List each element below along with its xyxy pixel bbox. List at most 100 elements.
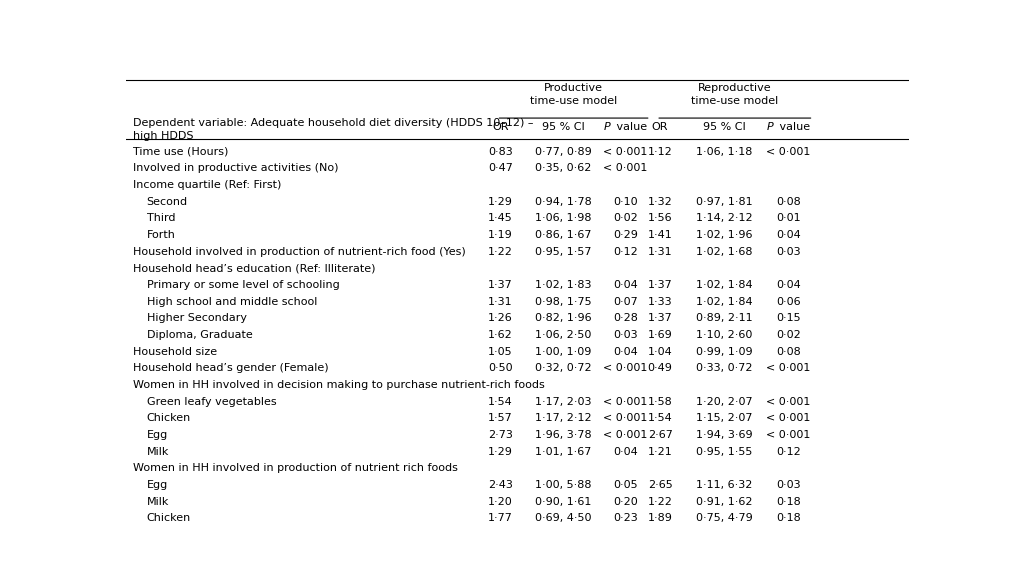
- Text: 1·54: 1·54: [488, 397, 513, 406]
- Text: 0·82, 1·96: 0·82, 1·96: [534, 313, 591, 323]
- Text: 0·04: 0·04: [613, 280, 638, 290]
- Text: 1·11, 6·32: 1·11, 6·32: [696, 480, 752, 490]
- Text: 1·58: 1·58: [647, 397, 673, 406]
- Text: 1·21: 1·21: [647, 447, 673, 456]
- Text: < 0·001: < 0·001: [767, 147, 811, 157]
- Text: value: value: [776, 123, 810, 133]
- Text: Chicken: Chicken: [146, 513, 191, 523]
- Text: 0·99, 1·09: 0·99, 1·09: [696, 347, 752, 356]
- Text: 0·10: 0·10: [613, 197, 638, 207]
- Text: 0·28: 0·28: [613, 313, 638, 323]
- Text: 1·06, 1·98: 1·06, 1·98: [534, 213, 591, 223]
- Text: 0·83: 0·83: [488, 147, 513, 157]
- Text: OR: OR: [492, 123, 509, 133]
- Text: 1·32: 1·32: [647, 197, 673, 207]
- Text: Diploma, Graduate: Diploma, Graduate: [146, 330, 252, 340]
- Text: 1·62: 1·62: [488, 330, 513, 340]
- Text: Third: Third: [146, 213, 175, 223]
- Text: 1·31: 1·31: [488, 297, 513, 307]
- Text: 1·02, 1·96: 1·02, 1·96: [696, 230, 752, 240]
- Text: 1·31: 1·31: [647, 247, 673, 257]
- Text: 2·73: 2·73: [488, 430, 513, 440]
- Text: 1·15, 2·07: 1·15, 2·07: [696, 413, 752, 423]
- Text: 0·03: 0·03: [776, 247, 801, 257]
- Text: 1·00, 5·88: 1·00, 5·88: [534, 480, 591, 490]
- Text: Household size: Household size: [132, 347, 216, 356]
- Text: Second: Second: [146, 197, 188, 207]
- Text: 0·33, 0·72: 0·33, 0·72: [696, 363, 752, 373]
- Text: < 0·001: < 0·001: [603, 164, 647, 173]
- Text: 1·69: 1·69: [647, 330, 673, 340]
- Text: 1·77: 1·77: [488, 513, 513, 523]
- Text: 1·26: 1·26: [488, 313, 513, 323]
- Text: 1·57: 1·57: [488, 413, 513, 423]
- Text: 1·04: 1·04: [647, 347, 673, 356]
- Text: 0·02: 0·02: [776, 330, 801, 340]
- Text: < 0·001: < 0·001: [767, 363, 811, 373]
- Text: 0·03: 0·03: [776, 480, 801, 490]
- Text: 1·37: 1·37: [488, 280, 513, 290]
- Text: < 0·001: < 0·001: [603, 430, 647, 440]
- Text: Milk: Milk: [146, 496, 169, 506]
- Text: 0·89, 2·11: 0·89, 2·11: [696, 313, 752, 323]
- Text: 0·50: 0·50: [488, 363, 513, 373]
- Text: 1·41: 1·41: [647, 230, 673, 240]
- Text: 0·98, 1·75: 0·98, 1·75: [534, 297, 591, 307]
- Text: P: P: [604, 123, 610, 133]
- Text: 1·12: 1·12: [647, 147, 673, 157]
- Text: 1·02, 1·83: 1·02, 1·83: [534, 280, 591, 290]
- Text: Income quartile (Ref: First): Income quartile (Ref: First): [132, 180, 281, 190]
- Text: 0·86, 1·67: 0·86, 1·67: [534, 230, 591, 240]
- Text: 1·17, 2·12: 1·17, 2·12: [534, 413, 591, 423]
- Text: 1·29: 1·29: [488, 197, 513, 207]
- Text: 0·02: 0·02: [613, 213, 638, 223]
- Text: 1·10, 2·60: 1·10, 2·60: [696, 330, 752, 340]
- Text: 0·90, 1·61: 0·90, 1·61: [535, 496, 591, 506]
- Text: 1·19: 1·19: [488, 230, 513, 240]
- Text: 0·69, 4·50: 0·69, 4·50: [534, 513, 591, 523]
- Text: 0·04: 0·04: [776, 230, 801, 240]
- Text: 0·97, 1·81: 0·97, 1·81: [696, 197, 752, 207]
- Text: 0·20: 0·20: [613, 496, 638, 506]
- Text: High school and middle school: High school and middle school: [146, 297, 317, 307]
- Text: 0·29: 0·29: [613, 230, 638, 240]
- Text: 1·96, 3·78: 1·96, 3·78: [534, 430, 591, 440]
- Text: 0·94, 1·78: 0·94, 1·78: [534, 197, 592, 207]
- Text: 1·94, 3·69: 1·94, 3·69: [696, 430, 752, 440]
- Text: 2·65: 2·65: [647, 480, 673, 490]
- Text: 1·33: 1·33: [647, 297, 673, 307]
- Text: OR: OR: [651, 123, 669, 133]
- Text: 1·56: 1·56: [647, 213, 673, 223]
- Text: 0·18: 0·18: [776, 513, 801, 523]
- Text: Higher Secondary: Higher Secondary: [146, 313, 246, 323]
- Text: 1·02, 1·84: 1·02, 1·84: [696, 280, 752, 290]
- Text: 0·04: 0·04: [776, 280, 801, 290]
- Text: 1·29: 1·29: [488, 447, 513, 456]
- Text: 1·06, 1·18: 1·06, 1·18: [696, 147, 752, 157]
- Text: 0·75, 4·79: 0·75, 4·79: [696, 513, 752, 523]
- Text: 1·45: 1·45: [488, 213, 513, 223]
- Text: Household head’s education (Ref: Illiterate): Household head’s education (Ref: Illiter…: [132, 263, 375, 273]
- Text: 1·37: 1·37: [647, 313, 673, 323]
- Text: Primary or some level of schooling: Primary or some level of schooling: [146, 280, 339, 290]
- Text: 1·20: 1·20: [488, 496, 513, 506]
- Text: 1·22: 1·22: [488, 247, 513, 257]
- Text: Egg: Egg: [146, 480, 168, 490]
- Text: 1·17, 2·03: 1·17, 2·03: [534, 397, 591, 406]
- Text: 0·35, 0·62: 0·35, 0·62: [535, 164, 591, 173]
- Text: Milk: Milk: [146, 447, 169, 456]
- Text: < 0·001: < 0·001: [603, 397, 647, 406]
- Text: < 0·001: < 0·001: [603, 363, 647, 373]
- Text: Egg: Egg: [146, 430, 168, 440]
- Text: Women in HH involved in decision making to purchase nutrient-rich foods: Women in HH involved in decision making …: [132, 380, 544, 390]
- Text: Reproductive
time-use model: Reproductive time-use model: [691, 83, 779, 106]
- Text: 0·12: 0·12: [613, 247, 638, 257]
- Text: < 0·001: < 0·001: [767, 430, 811, 440]
- Text: Household involved in production of nutrient-rich food (Yes): Household involved in production of nutr…: [132, 247, 466, 257]
- Text: Women in HH involved in production of nutrient rich foods: Women in HH involved in production of nu…: [132, 463, 458, 473]
- Text: 0·01: 0·01: [776, 213, 801, 223]
- Text: 0·49: 0·49: [647, 363, 673, 373]
- Text: 0·04: 0·04: [613, 447, 638, 456]
- Text: Green leafy vegetables: Green leafy vegetables: [146, 397, 276, 406]
- Text: 0·07: 0·07: [613, 297, 638, 307]
